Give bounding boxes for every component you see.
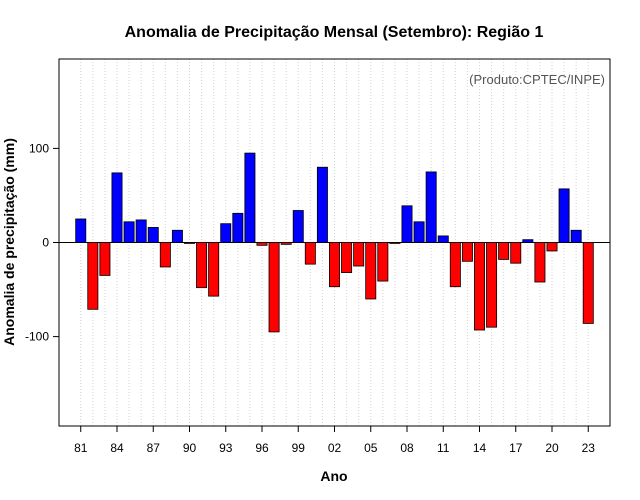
y-axis-label: Anomalia de precipitação (mm) [1,138,17,346]
bar-2007 [389,242,401,244]
bar-1988 [159,242,171,268]
bar-1983 [99,242,111,276]
bar-1993 [220,223,232,243]
bar-1986 [135,219,147,243]
bar-2020 [546,242,558,252]
chart-title: Anomalia de Precipitação Mensal (Setembr… [125,24,544,41]
x-tick-label: 17 [509,441,523,455]
x-tick-label: 96 [255,441,269,455]
x-tick-label: 08 [400,441,414,455]
bar-2018 [522,239,534,243]
y-tick-label: 0 [42,236,49,250]
x-axis-label: Ano [320,468,347,484]
bar-2013 [461,242,473,262]
x-tick-label: 90 [183,441,197,455]
x-tick-label: 99 [292,441,306,455]
x-tick-label: 02 [328,441,342,455]
bar-2005 [365,242,377,300]
bar-1991 [196,242,208,289]
x-tick-label: 05 [364,441,378,455]
x-tick-label: 11 [437,441,450,455]
x-tick-label: 20 [545,441,559,455]
bar-1984 [111,172,123,243]
bar-2014 [474,242,485,331]
bar-1998 [280,242,292,245]
x-tick-label: 87 [147,441,161,455]
y-tick-label: 100 [29,141,49,155]
x-tick-label: 84 [110,441,124,455]
bar-2019 [534,242,546,283]
bar-1994 [232,212,244,243]
x-tick-label: 14 [473,441,487,455]
bars [75,152,594,333]
bar-1981 [75,218,87,243]
bar-1982 [87,242,99,310]
bar-2017 [510,242,522,264]
bar-1997 [268,242,280,333]
bar-1989 [171,229,183,243]
bar-2010 [425,171,437,243]
bar-1985 [123,221,135,243]
bar-2009 [413,221,425,243]
credit-label: (Produto:CPTEC/INPE) [469,72,605,87]
bar-1996 [256,242,268,246]
bar-2015 [486,242,498,328]
bar-2012 [449,242,461,288]
bar-2023 [582,242,594,324]
bar-2022 [570,229,582,243]
y-tick-label: -100 [25,330,49,344]
x-axis: 81 84 87 90 93 96 99 02 05 08 11 14 17 20 23 [74,426,595,455]
bar-2002 [329,242,340,288]
bar-2001 [316,166,328,243]
bar-2021 [558,188,570,243]
x-tick-label: 23 [582,441,596,455]
bar-2000 [304,242,316,265]
bar-2011 [437,235,449,243]
bar-1995 [244,152,256,243]
x-tick-label: 81 [74,441,88,455]
bar-1987 [147,227,159,243]
x-tick-label: 93 [219,441,233,455]
bar-1992 [208,242,220,297]
y-axis: -100 0 100 [25,141,59,344]
bar-2004 [353,242,365,267]
bar-2006 [377,242,389,282]
bar-1999 [292,210,304,243]
bar-2003 [341,242,353,274]
bar-2016 [498,242,510,260]
bar-1990 [184,242,195,244]
bar-2008 [401,205,413,243]
